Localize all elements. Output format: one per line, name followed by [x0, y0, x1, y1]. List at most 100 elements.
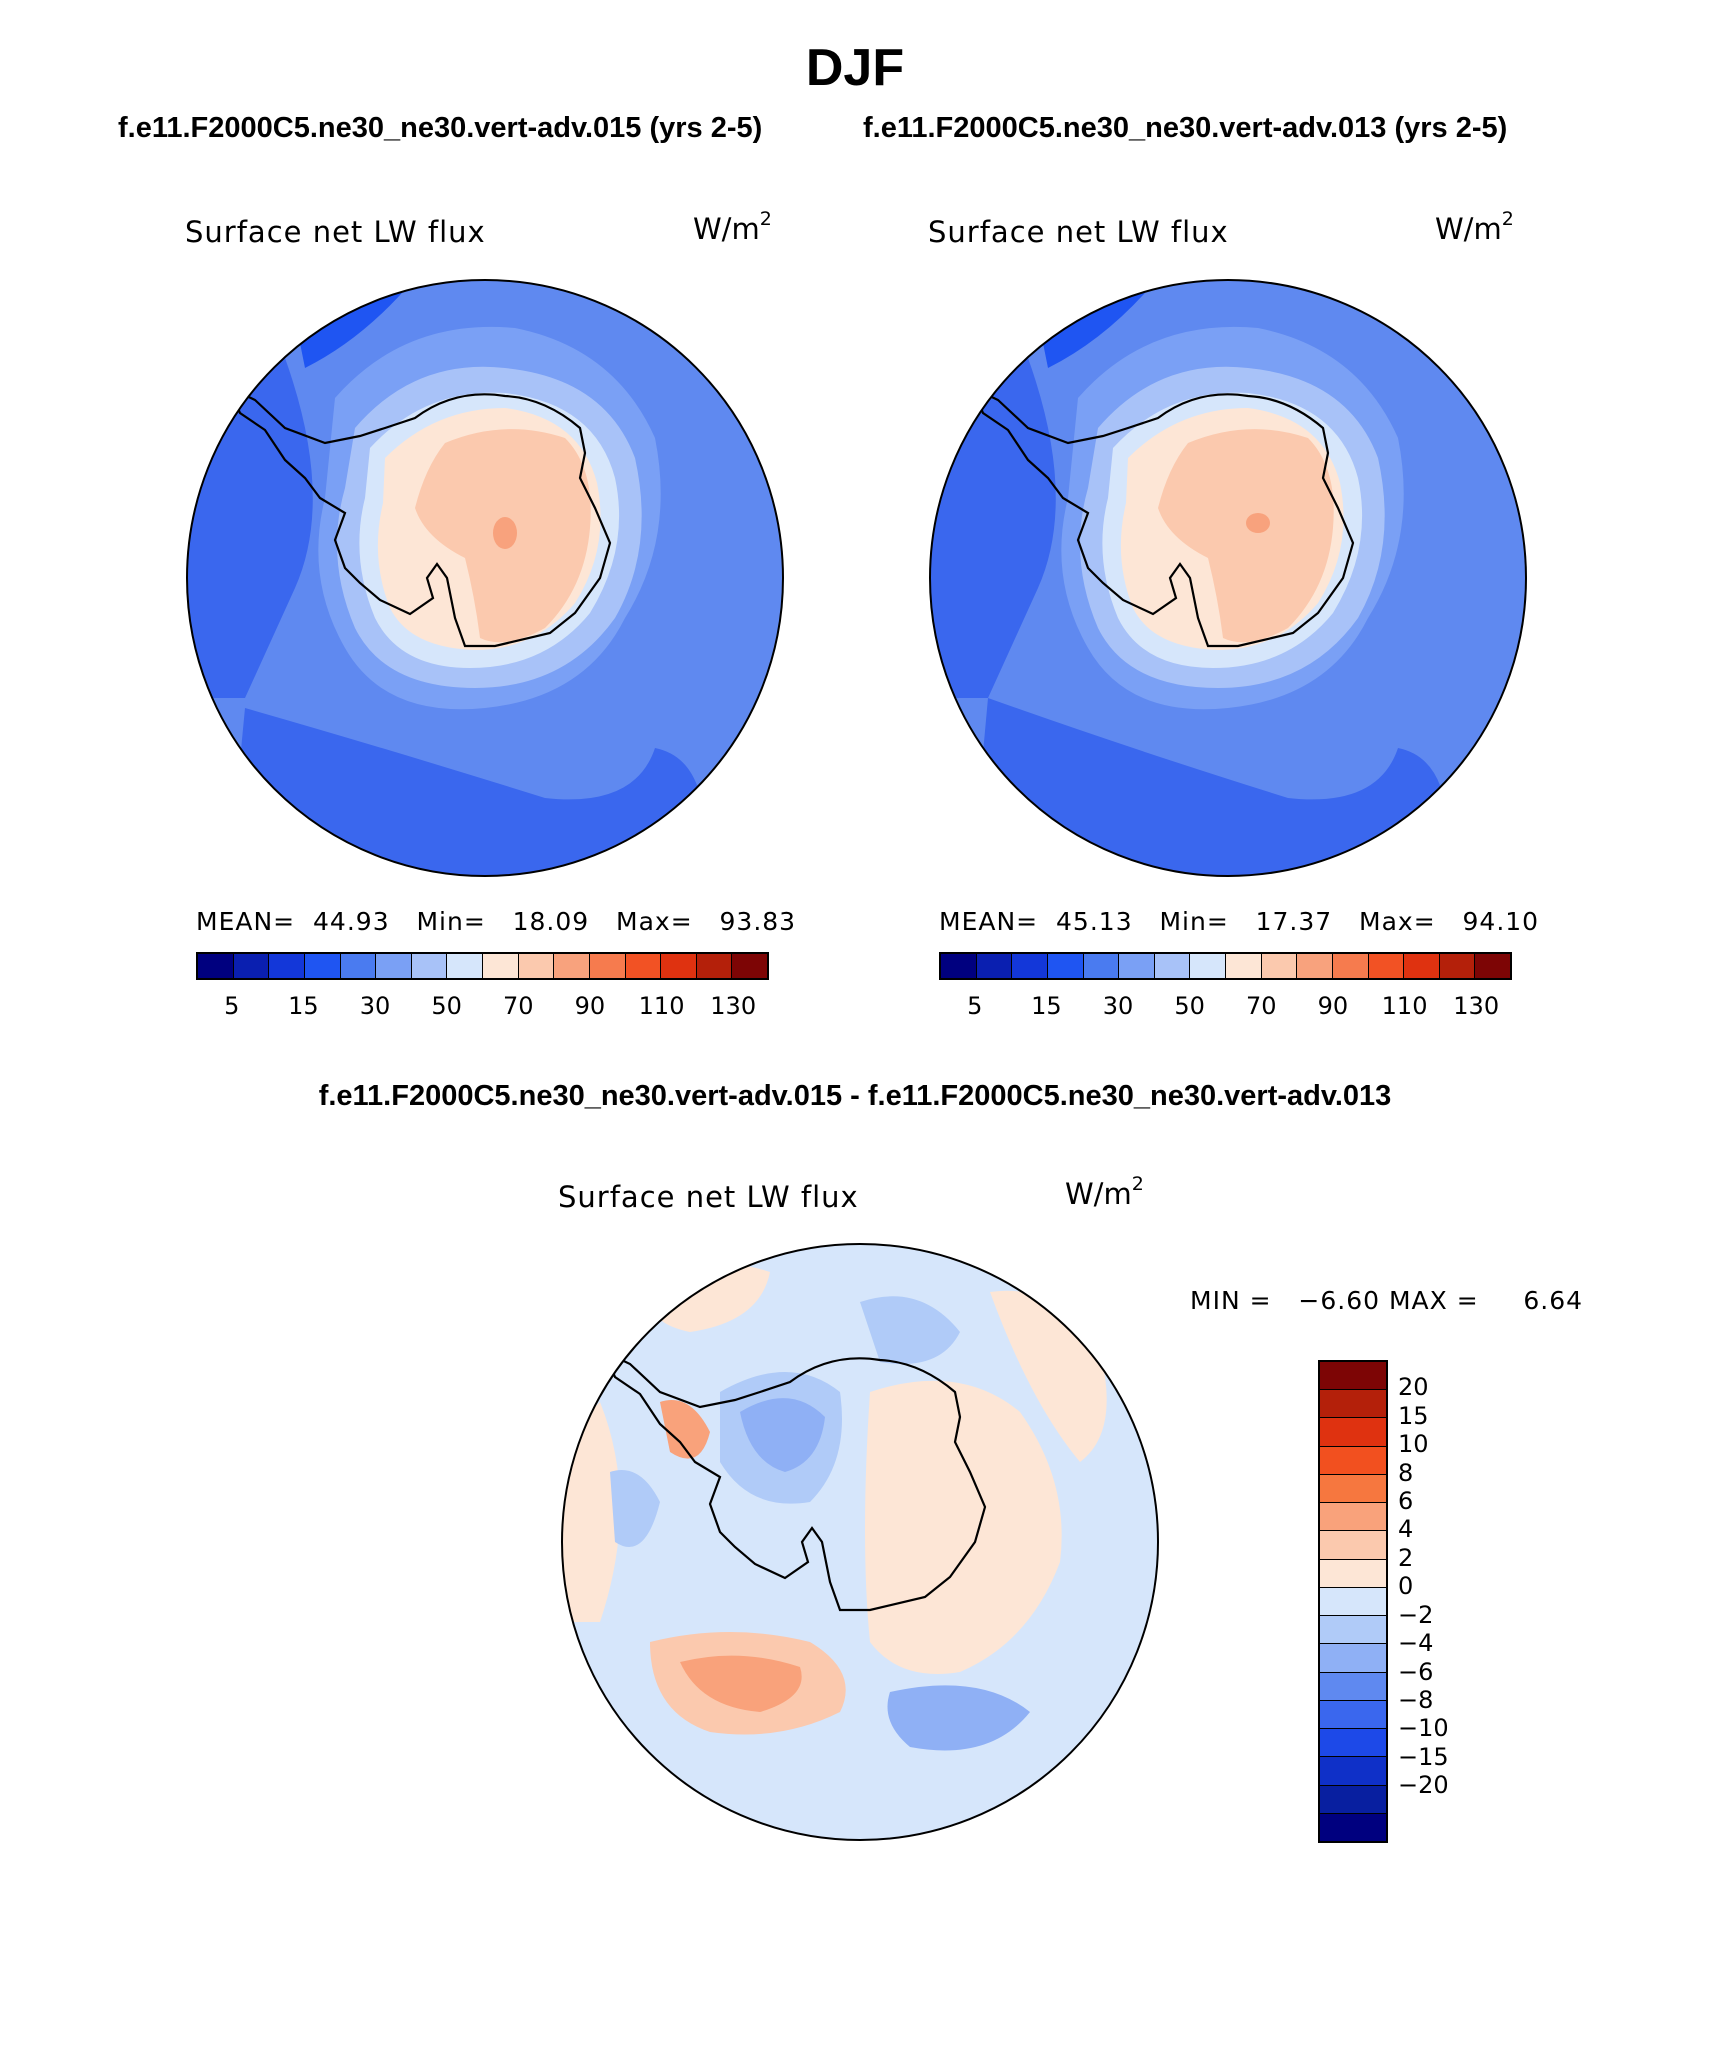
diff-units-label: W/m2 [1065, 1173, 1144, 1211]
diff-variable-label: Surface net LW flux [558, 1180, 859, 1214]
diff-neg-north [860, 1296, 960, 1364]
colorbar-swatch [1368, 954, 1405, 978]
diff-neg-2 [740, 1398, 825, 1472]
colorbar-tick-label: 15 [1031, 992, 1062, 1020]
colorbar-swatch [1320, 1474, 1386, 1504]
left-stats: MEAN= 44.93 Min= 18.09 Max= 93.83 [196, 907, 796, 936]
left-colorbar-ticks: 5 15 30 50 70 90 110 130 [196, 992, 769, 1022]
diff-stats: MIN = −6.60 MAX = 6.64 [1190, 1286, 1583, 1315]
colorbar-swatch [1320, 1785, 1386, 1814]
colorbar-tick-label: 70 [1246, 992, 1277, 1020]
colorbar-swatch [233, 954, 270, 978]
right-stats: MEAN= 45.13 Min= 17.37 Max= 94.10 [939, 907, 1539, 936]
map-border [561, 1243, 1159, 1841]
colorbar-swatch [732, 954, 767, 978]
right-min-value: 17.37 [1255, 907, 1333, 936]
ocean-dark-nw [295, 280, 415, 368]
colorbar-swatch [340, 954, 377, 978]
colorbar-swatch [447, 954, 483, 978]
diff-pos-south2 [680, 1655, 802, 1712]
colorbar-swatch [269, 954, 305, 978]
right-variable-label: Surface net LW flux [928, 215, 1229, 249]
right-colorbar-ticks: 5 15 30 50 70 90 110 130 [939, 992, 1512, 1022]
colorbar-swatch [1320, 1672, 1386, 1701]
left-max-value: 93.83 [719, 907, 797, 936]
colorbar-swatch [1226, 954, 1262, 978]
colorbar-swatch [1320, 1729, 1386, 1758]
colorbar-swatch [1047, 954, 1084, 978]
colorbar-swatch [1320, 1700, 1386, 1730]
left-mean-value: 44.93 [313, 907, 390, 936]
right-max-label: Max= [1359, 907, 1436, 936]
colorbar-tick-label: −6 [1398, 1657, 1434, 1686]
colorbar-swatch [1119, 954, 1155, 978]
right-mean-value: 45.13 [1056, 907, 1133, 936]
diff-title: f.e11.F2000C5.ne30_ne30.vert-adv.015 - f… [318, 1080, 1392, 1112]
diff-max-label: MAX = [1388, 1286, 1479, 1315]
colorbar-tick-label: 0 [1398, 1572, 1414, 1601]
colorbar-swatch [1261, 954, 1298, 978]
land-orange-spot [493, 517, 517, 549]
map-border [929, 279, 1527, 877]
left-min-value: 18.09 [512, 907, 590, 936]
colorbar-tick-label: 30 [359, 992, 391, 1020]
colorbar-swatch [589, 954, 626, 978]
diff-max-value: 6.64 [1523, 1286, 1584, 1315]
colorbar-swatch [1154, 954, 1191, 978]
left-min-label: Min= [416, 907, 486, 936]
case-title-left: f.e11.F2000C5.ne30_ne30.vert-adv.015 (yr… [118, 112, 763, 144]
diff-colorbar-ticks: 20 15 10 8 6 4 2 0 −2 −4 −6 −8 −10 −15 −20 [1398, 1360, 1498, 1843]
colorbar-swatch [198, 954, 234, 978]
colorbar-swatch [1320, 1559, 1386, 1588]
colorbar-swatch [1083, 954, 1120, 978]
colorbar-swatch [941, 954, 977, 978]
colorbar-swatch [661, 954, 697, 978]
colorbar-swatch [518, 954, 555, 978]
right-units-label: W/m2 [1435, 208, 1514, 246]
colorbar-tick-label: −2 [1398, 1600, 1434, 1629]
coastline [970, 385, 1355, 648]
colorbar-tick-label: −10 [1398, 1714, 1449, 1743]
colorbar-swatch [1320, 1418, 1386, 1447]
colorbar-swatch [1320, 1757, 1386, 1786]
colorbar-swatch [1297, 954, 1333, 978]
page-title: DJF [805, 39, 905, 97]
right-colorbar [939, 952, 1512, 980]
colorbar-swatch [1320, 1587, 1386, 1617]
land-orange-spot [1246, 513, 1270, 533]
colorbar-tick-label: 5 [967, 992, 983, 1020]
colorbar-tick-label: −15 [1398, 1742, 1449, 1771]
colorbar-swatch [554, 954, 590, 978]
colorbar-swatch [1012, 954, 1048, 978]
colorbar-tick-label: 30 [1102, 992, 1134, 1020]
colorbar-tick-label: 6 [1398, 1487, 1414, 1516]
left-max-label: Max= [616, 907, 693, 936]
diff-pos-peninsula [660, 1400, 710, 1459]
colorbar-swatch [1320, 1362, 1386, 1391]
colorbar-swatch [976, 954, 1013, 978]
ocean-dark-nw [1038, 280, 1158, 368]
colorbar-swatch [1404, 954, 1440, 978]
colorbar-swatch [483, 954, 519, 978]
colorbar-swatch [1320, 1390, 1386, 1419]
right-max-value: 94.10 [1462, 907, 1540, 936]
colorbar-swatch [1439, 954, 1476, 978]
colorbar-tick-label: 20 [1398, 1373, 1429, 1402]
colorbar-tick-label: 50 [431, 992, 462, 1020]
left-units-label: W/m2 [693, 208, 772, 246]
colorbar-swatch [411, 954, 448, 978]
colorbar-tick-label: 15 [1398, 1401, 1429, 1430]
colorbar-tick-label: 70 [503, 992, 534, 1020]
colorbar-swatch [1320, 1616, 1386, 1645]
land-salmon [1158, 429, 1334, 643]
diff-neg-west [610, 1470, 660, 1547]
colorbar-swatch [1475, 954, 1510, 978]
colorbar-swatch [304, 954, 341, 978]
left-mean-label: MEAN= [196, 907, 296, 936]
left-variable-label: Surface net LW flux [185, 215, 486, 249]
colorbar-tick-label: 15 [288, 992, 319, 1020]
colorbar-tick-label: 90 [574, 992, 606, 1020]
diff-map [561, 1243, 1159, 1841]
coastline [602, 1349, 987, 1612]
diff-min-value: −6.60 [1298, 1286, 1381, 1315]
